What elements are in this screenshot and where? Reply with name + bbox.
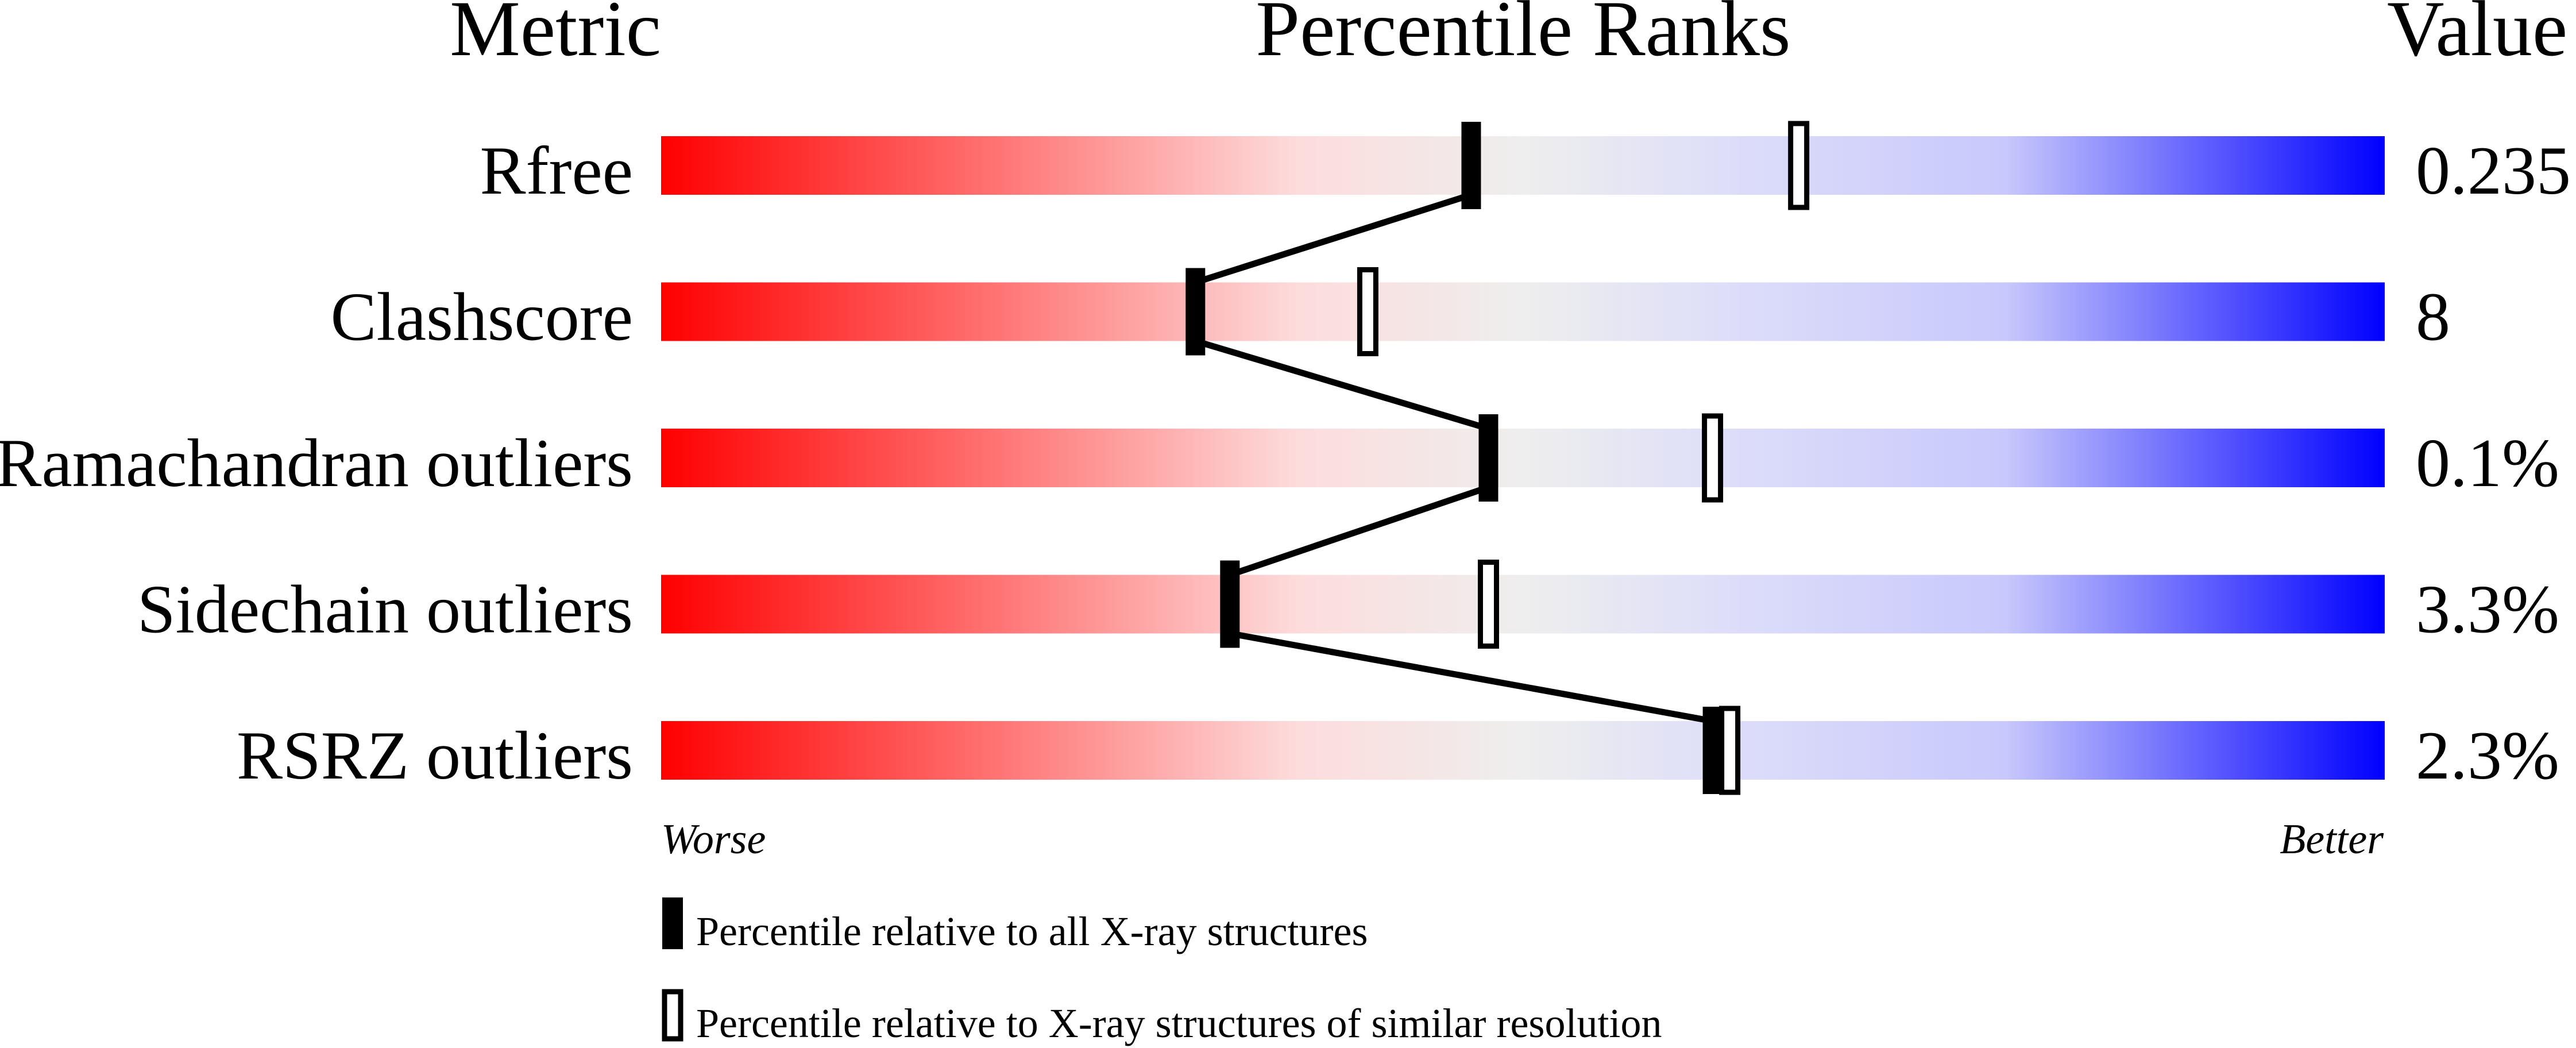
marker-similar-resolution bbox=[1702, 413, 1724, 503]
metric-value: 0.235 bbox=[2416, 132, 2571, 209]
metric-label: Clashscore bbox=[330, 279, 633, 355]
gradient-bar bbox=[661, 575, 2385, 634]
gradient-bar bbox=[661, 282, 2385, 341]
metric-label: Rfree bbox=[480, 132, 633, 209]
row-sidechain-outliers: Sidechain outliers 3.3% bbox=[137, 571, 2559, 648]
better-label: Better bbox=[2280, 816, 2384, 863]
connector-lines bbox=[1194, 191, 1713, 725]
metric-label: Ramachandran outliers bbox=[0, 425, 633, 501]
connector-line bbox=[1194, 338, 1490, 432]
marker-similar-resolution bbox=[1788, 121, 1810, 210]
metric-value: 0.1% bbox=[2416, 425, 2559, 501]
marker-similar-resolution bbox=[1477, 560, 1499, 649]
legend-similar-label: Percentile relative to X-ray structures … bbox=[696, 1000, 1662, 1046]
metric-value: 8 bbox=[2416, 279, 2450, 355]
gradient-bar bbox=[661, 721, 2385, 780]
marker-all-structures bbox=[1702, 707, 1723, 794]
connector-line bbox=[1194, 191, 1473, 286]
row-ramachandran-outliers: Ramachandran outliers 0.1% bbox=[0, 425, 2559, 501]
marker-similar-resolution bbox=[1719, 706, 1741, 795]
worse-label: Worse bbox=[661, 816, 766, 863]
connector-line bbox=[1229, 484, 1490, 578]
metric-value: 2.3% bbox=[2416, 717, 2559, 793]
row-clashscore: Clashscore 8 bbox=[330, 279, 2450, 355]
metric-label: RSRZ outliers bbox=[237, 717, 633, 793]
connector-line bbox=[1229, 630, 1713, 725]
legend-all-label: Percentile relative to all X-ray structu… bbox=[696, 908, 1368, 954]
markers-group bbox=[1185, 121, 1810, 795]
header-percentile-ranks: Percentile Ranks bbox=[1256, 0, 1790, 72]
legend-hollow-marker-icon bbox=[662, 989, 683, 1042]
marker-all-structures bbox=[1461, 122, 1481, 209]
marker-all-structures bbox=[1185, 268, 1206, 356]
header-metric: Metric bbox=[450, 0, 661, 72]
header-value: Value bbox=[2387, 0, 2567, 72]
row-rfree: Rfree 0.235 bbox=[480, 132, 2571, 209]
metric-label: Sidechain outliers bbox=[137, 571, 633, 648]
legend-filled-marker-icon bbox=[662, 897, 683, 949]
marker-all-structures bbox=[1220, 560, 1240, 648]
row-rsrz-outliers: RSRZ outliers 2.3% bbox=[237, 717, 2559, 793]
metric-value: 3.3% bbox=[2416, 571, 2559, 648]
marker-similar-resolution bbox=[1357, 267, 1378, 356]
gradient-bar bbox=[661, 429, 2385, 487]
marker-all-structures bbox=[1478, 414, 1499, 502]
gradient-bar bbox=[661, 136, 2385, 195]
rows-group: Rfree 0.235 Clashscore 8 Ramachandran outlie… bbox=[0, 132, 2571, 793]
